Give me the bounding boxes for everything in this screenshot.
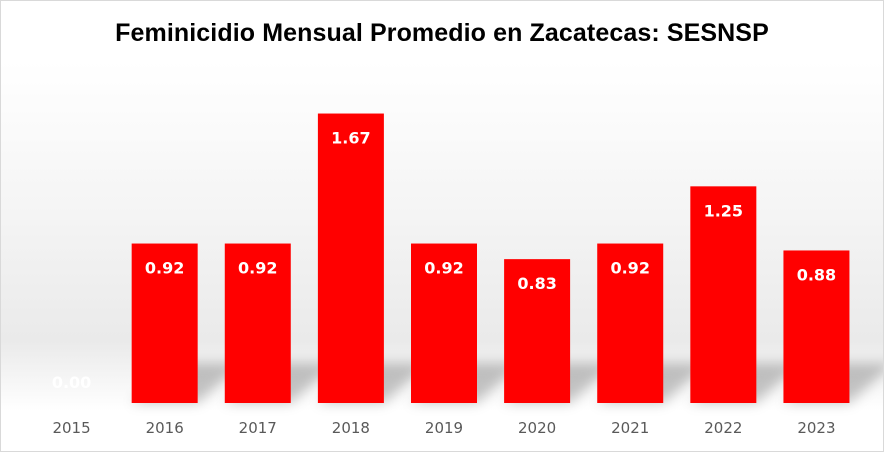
data-label: 0.88 [797, 265, 836, 284]
data-label: 0.92 [424, 259, 463, 278]
x-tick-label: 2022 [704, 419, 742, 437]
bar-2020 [504, 259, 571, 403]
data-label: 1.67 [331, 129, 370, 148]
bar-2017 [224, 243, 291, 403]
x-tick-label: 2015 [52, 419, 90, 437]
data-label: 1.25 [704, 201, 743, 220]
data-label: 0.92 [145, 259, 184, 278]
x-tick-label: 2020 [518, 419, 556, 437]
x-tick-label: 2017 [239, 419, 277, 437]
data-label: 0.00 [52, 373, 91, 392]
bar-2021 [597, 243, 664, 403]
data-label: 0.83 [517, 274, 556, 293]
x-tick-label: 2019 [425, 419, 463, 437]
bar-2018 [317, 113, 384, 404]
chart-title: Feminicidio Mensual Promedio en Zacateca… [115, 19, 769, 47]
x-tick-label: 2018 [332, 419, 370, 437]
bar-2019 [411, 243, 477, 403]
x-tick-label: 2016 [146, 419, 184, 437]
bars [131, 113, 850, 404]
bar-2022 [690, 186, 757, 403]
x-tick-label: 2023 [797, 419, 835, 437]
data-label: 0.92 [238, 259, 277, 278]
bar-2023 [783, 250, 850, 403]
data-label: 0.92 [610, 259, 649, 278]
data-labels: 0.00 0.92 0.92 1.67 0.92 0.83 0.92 1.25 0.88 [52, 129, 836, 392]
x-axis-ticks: 2015 2016 2017 2018 2019 2020 2021 2022 2023 [52, 419, 835, 437]
x-tick-label: 2021 [611, 419, 649, 437]
bar-2016 [131, 243, 198, 403]
